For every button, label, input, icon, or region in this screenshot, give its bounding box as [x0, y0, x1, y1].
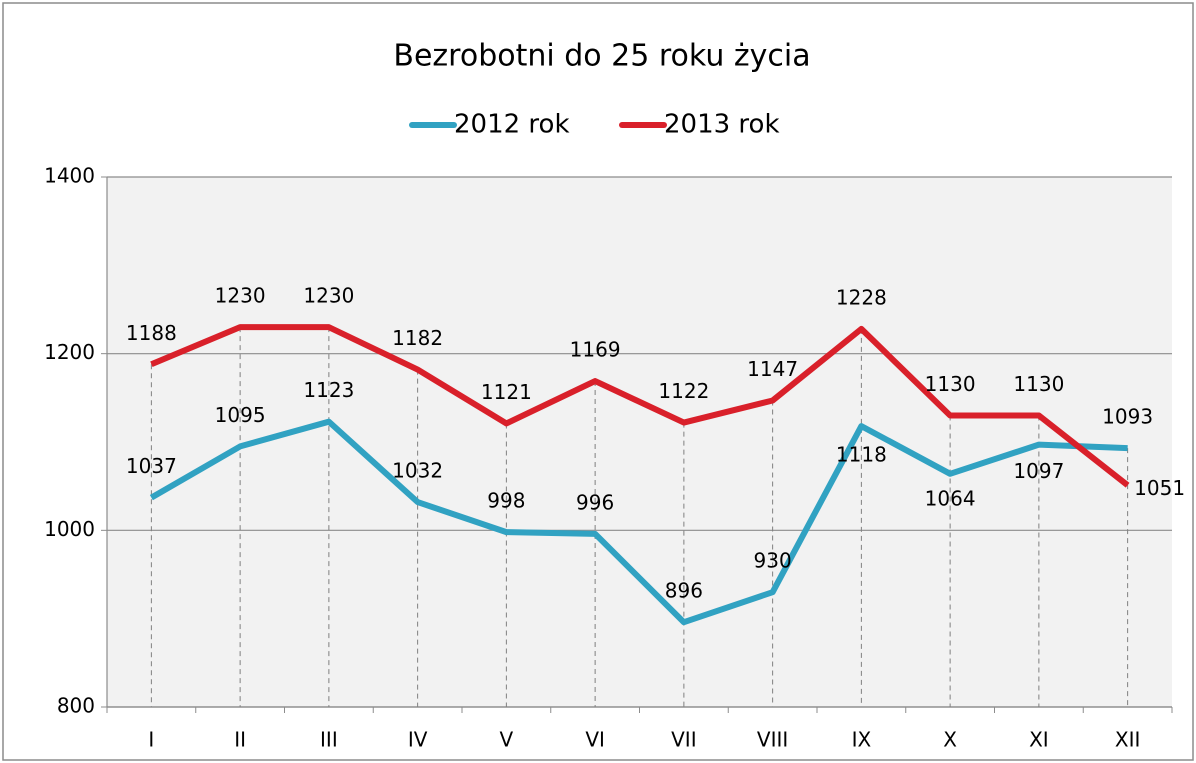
data-label: 1123: [303, 378, 354, 402]
y-tick-label: 1000: [44, 517, 95, 541]
data-label: 1093: [1102, 405, 1153, 429]
plot-area: [107, 177, 1172, 707]
x-tick-label: V: [500, 728, 514, 752]
data-label: 1037: [126, 454, 177, 478]
legend-label: 2012 rok: [454, 110, 570, 140]
y-tick-label: 800: [57, 694, 95, 718]
data-label: 1121: [481, 380, 532, 404]
data-label: 1095: [215, 403, 266, 427]
x-tick-label: IX: [852, 728, 872, 752]
x-tick-label: VIII: [757, 728, 788, 752]
series-line: [149, 418, 1128, 626]
y-tick-label: 1400: [44, 164, 95, 188]
x-tick-label: XII: [1115, 728, 1141, 752]
data-label: 996: [576, 490, 614, 514]
x-tick-label: VI: [585, 728, 605, 752]
data-label: 1228: [836, 285, 887, 309]
data-label: 1097: [1013, 459, 1064, 483]
x-tick-label: II: [234, 728, 246, 752]
x-tick-label: X: [943, 728, 957, 752]
data-label: 1051: [1134, 476, 1185, 500]
x-tick-label: IV: [408, 728, 428, 752]
data-label: 1118: [836, 443, 887, 467]
data-label: 1064: [925, 486, 976, 510]
chart-title: Bezrobotni do 25 roku życia: [393, 39, 810, 74]
data-label: 1147: [747, 357, 798, 381]
data-label: 1130: [925, 372, 976, 396]
data-label: 998: [487, 489, 525, 513]
data-label: 930: [754, 549, 792, 573]
data-label: 896: [665, 579, 703, 603]
x-tick-label: VII: [671, 728, 696, 752]
data-label: 1032: [392, 459, 443, 483]
data-label: 1169: [570, 338, 621, 362]
data-label: 1230: [215, 284, 266, 308]
data-label: 1182: [392, 326, 443, 350]
series-line: [150, 324, 1130, 488]
y-tick-label: 1200: [44, 340, 95, 364]
x-tick-label: I: [148, 728, 154, 752]
data-label: 1130: [1013, 372, 1064, 396]
x-tick-label: III: [320, 728, 338, 752]
data-label: 1230: [303, 284, 354, 308]
x-tick-label: XI: [1029, 728, 1049, 752]
legend-label: 2013 rok: [664, 110, 780, 140]
data-label: 1188: [126, 321, 177, 345]
data-label: 1122: [658, 379, 709, 403]
